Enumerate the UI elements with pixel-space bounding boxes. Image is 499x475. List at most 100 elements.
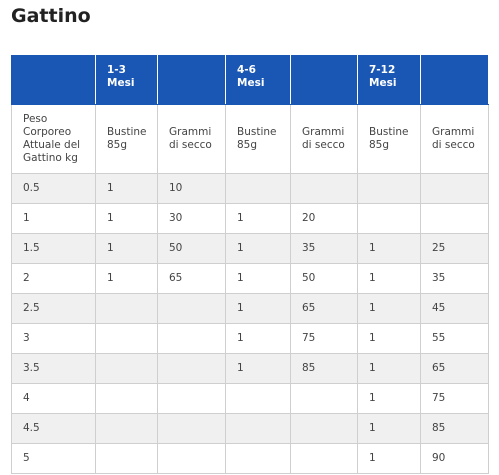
cell: 3.5 bbox=[11, 353, 96, 384]
cell bbox=[225, 383, 291, 414]
group-row: 1-3 Mesi 4-6 Mesi 7-12 Mesi bbox=[11, 55, 489, 105]
cell: 1 bbox=[11, 203, 96, 234]
cell: 1 bbox=[357, 263, 421, 294]
column-header: Bustine 85g bbox=[357, 104, 421, 174]
cell: 2 bbox=[11, 263, 96, 294]
cell: 1 bbox=[95, 233, 158, 264]
cell bbox=[157, 413, 226, 444]
data-row: 4.5 1 85 bbox=[11, 413, 489, 444]
cell: 3 bbox=[11, 323, 96, 354]
cell bbox=[420, 173, 489, 204]
title: Gattino bbox=[11, 5, 91, 27]
cell: 50 bbox=[157, 233, 226, 264]
cell: 65 bbox=[157, 263, 226, 294]
cell: 1 bbox=[357, 353, 421, 384]
cell bbox=[290, 383, 358, 414]
cell: 0.5 bbox=[11, 173, 96, 204]
data-row: 2.5 1 65 1 45 bbox=[11, 293, 489, 324]
cell: 25 bbox=[420, 233, 489, 264]
data-row: 1 1 30 1 20 bbox=[11, 203, 489, 234]
cell bbox=[290, 443, 358, 474]
cell: 1 bbox=[225, 323, 291, 354]
data-row: 2 1 65 1 50 1 35 bbox=[11, 263, 489, 294]
data-row: 1.5 1 50 1 35 1 25 bbox=[11, 233, 489, 264]
cell: 1 bbox=[95, 203, 158, 234]
cell bbox=[290, 173, 358, 204]
cell: 1.5 bbox=[11, 233, 96, 264]
cell bbox=[95, 443, 158, 474]
cell: 20 bbox=[290, 203, 358, 234]
data-row: 3 1 75 1 55 bbox=[11, 323, 489, 354]
group-label: 1-3 Mesi bbox=[107, 64, 135, 89]
cell bbox=[95, 413, 158, 444]
cell: 30 bbox=[157, 203, 226, 234]
cell: 5 bbox=[11, 443, 96, 474]
cell bbox=[225, 173, 291, 204]
cell: 75 bbox=[420, 383, 489, 414]
cell bbox=[357, 173, 421, 204]
cell bbox=[95, 383, 158, 414]
cell: 1 bbox=[225, 353, 291, 384]
table-body: 1-3 Mesi 4-6 Mesi 7-12 Mesi Peso Corporeo A… bbox=[11, 55, 489, 474]
cell: 1 bbox=[225, 233, 291, 264]
cell bbox=[420, 203, 489, 234]
cell: 85 bbox=[420, 413, 489, 444]
cell: 1 bbox=[225, 203, 291, 234]
group-label: 4-6 Mesi bbox=[237, 64, 265, 89]
cell: 10 bbox=[157, 173, 226, 204]
cell: 35 bbox=[420, 263, 489, 294]
cell bbox=[225, 413, 291, 444]
cell: 1 bbox=[95, 263, 158, 294]
cell bbox=[157, 383, 226, 414]
cell bbox=[290, 413, 358, 444]
cell: 1 bbox=[95, 173, 158, 204]
cell bbox=[157, 293, 226, 324]
group-cell bbox=[11, 55, 96, 105]
data-row: 5 1 90 bbox=[11, 443, 489, 474]
cell: 1 bbox=[357, 323, 421, 354]
cell: 85 bbox=[290, 353, 358, 384]
data-row: 3.5 1 85 1 65 bbox=[11, 353, 489, 384]
column-header: Grammi di secco bbox=[420, 104, 489, 174]
cell bbox=[95, 323, 158, 354]
column-row: Peso Corporeo Attuale del Gattino kg Bust… bbox=[11, 104, 489, 174]
cell: 1 bbox=[357, 413, 421, 444]
cell: 1 bbox=[357, 383, 421, 414]
cell: 35 bbox=[290, 233, 358, 264]
group-cell bbox=[157, 55, 226, 105]
cell bbox=[357, 203, 421, 234]
cell: 4.5 bbox=[11, 413, 96, 444]
group-cell: 7-12 Mesi bbox=[357, 55, 421, 105]
cell: 50 bbox=[290, 263, 358, 294]
cell: 45 bbox=[420, 293, 489, 324]
cell bbox=[225, 443, 291, 474]
cell: 1 bbox=[357, 443, 421, 474]
column-header: Bustine 85g bbox=[225, 104, 291, 174]
cell: 2.5 bbox=[11, 293, 96, 324]
cell: 1 bbox=[357, 293, 421, 324]
cell bbox=[95, 293, 158, 324]
cell bbox=[95, 353, 158, 384]
cell: 65 bbox=[420, 353, 489, 384]
cell: 1 bbox=[225, 263, 291, 294]
group-cell: 4-6 Mesi bbox=[225, 55, 291, 105]
cell: 55 bbox=[420, 323, 489, 354]
group-cell bbox=[420, 55, 489, 105]
cell: 4 bbox=[11, 383, 96, 414]
column-header: Peso Corporeo Attuale del Gattino kg bbox=[11, 104, 96, 174]
cell: 65 bbox=[290, 293, 358, 324]
cell bbox=[157, 353, 226, 384]
cell bbox=[157, 443, 226, 474]
data-row: 0.5 1 10 bbox=[11, 173, 489, 204]
column-header: Grammi di secco bbox=[157, 104, 226, 174]
cell: 90 bbox=[420, 443, 489, 474]
column-header: Grammi di secco bbox=[290, 104, 358, 174]
group-label: 7-12 Mesi bbox=[369, 64, 397, 89]
cell: 75 bbox=[290, 323, 358, 354]
feeding-table: 1-3 Mesi 4-6 Mesi 7-12 Mesi Peso Corporeo A… bbox=[11, 55, 489, 474]
group-cell: 1-3 Mesi bbox=[95, 55, 158, 105]
cell: 1 bbox=[225, 293, 291, 324]
data-row: 4 1 75 bbox=[11, 383, 489, 414]
column-header: Bustine 85g bbox=[95, 104, 158, 174]
